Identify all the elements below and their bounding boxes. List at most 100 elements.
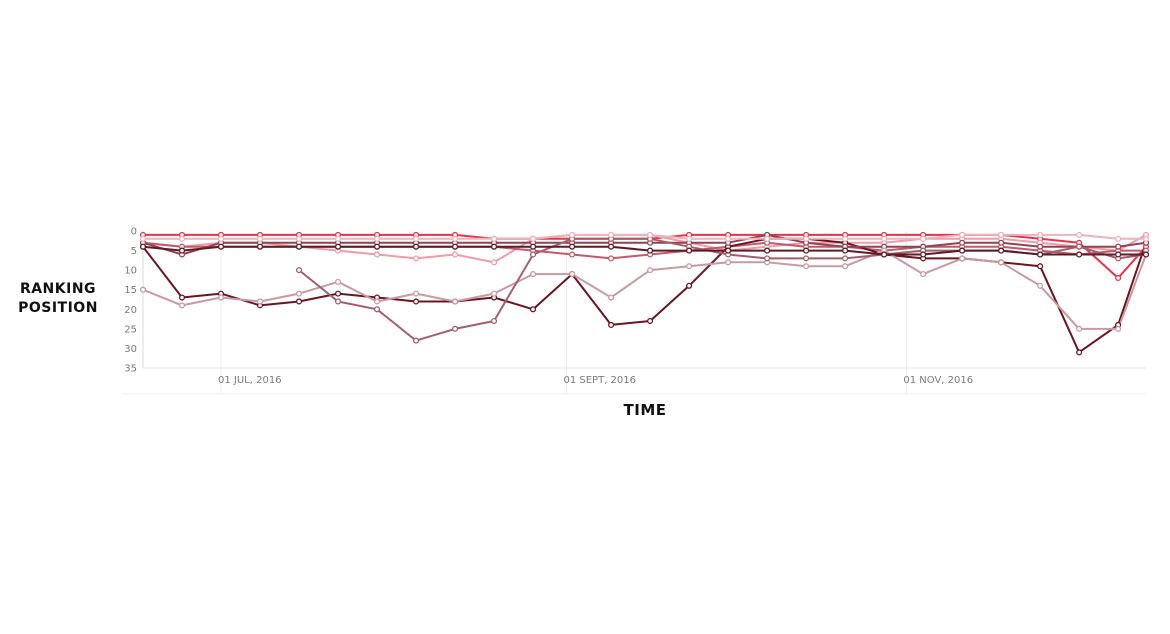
data-point bbox=[764, 235, 771, 242]
data-point bbox=[608, 243, 615, 250]
data-point bbox=[1115, 251, 1122, 258]
data-point bbox=[412, 255, 420, 262]
data-point bbox=[295, 235, 303, 242]
data-point bbox=[1037, 231, 1044, 238]
data-point bbox=[1142, 251, 1150, 258]
data-point bbox=[842, 247, 849, 254]
data-point bbox=[1076, 325, 1083, 332]
data-point bbox=[1037, 263, 1044, 270]
data-point bbox=[217, 243, 225, 250]
y-tick-label: 20 bbox=[124, 305, 137, 316]
x-axis-title: TIME bbox=[623, 401, 667, 419]
data-point bbox=[178, 247, 186, 254]
data-point bbox=[178, 294, 186, 301]
data-point bbox=[1076, 231, 1083, 238]
series-line bbox=[143, 233, 1147, 279]
data-point bbox=[412, 235, 420, 242]
data-point bbox=[608, 231, 615, 238]
data-point bbox=[334, 278, 342, 285]
data-point bbox=[1076, 251, 1083, 258]
data-point bbox=[647, 247, 654, 254]
data-point bbox=[842, 235, 849, 242]
data-point bbox=[842, 255, 849, 262]
data-point bbox=[998, 259, 1005, 266]
data-point bbox=[842, 263, 849, 270]
data-point bbox=[530, 243, 537, 250]
data-point bbox=[530, 251, 537, 258]
series-line bbox=[298, 237, 1147, 342]
data-point bbox=[803, 255, 810, 262]
data-point bbox=[998, 247, 1005, 254]
data-point bbox=[647, 317, 654, 325]
data-point bbox=[1037, 282, 1044, 289]
data-point bbox=[295, 243, 303, 250]
data-point bbox=[1115, 235, 1122, 242]
data-point bbox=[1115, 325, 1122, 332]
data-point bbox=[451, 251, 459, 258]
data-point bbox=[920, 251, 927, 258]
x-tick-label: 01 JUL, 2016 bbox=[218, 375, 282, 386]
data-point bbox=[1037, 243, 1044, 250]
data-point bbox=[256, 243, 264, 250]
data-point bbox=[1037, 251, 1044, 258]
data-point bbox=[373, 251, 381, 258]
data-point bbox=[490, 243, 498, 250]
data-point bbox=[256, 298, 264, 305]
data-point bbox=[334, 298, 342, 305]
data-point bbox=[686, 247, 693, 254]
data-point bbox=[451, 298, 459, 305]
y-tick-label: 15 bbox=[124, 285, 137, 296]
data-point bbox=[803, 247, 810, 254]
data-point bbox=[959, 231, 966, 238]
data-point bbox=[569, 231, 576, 238]
data-point bbox=[334, 235, 342, 242]
y-tick-label: 30 bbox=[124, 344, 137, 355]
y-tick-label: 35 bbox=[124, 364, 137, 375]
data-point bbox=[647, 267, 654, 274]
data-point bbox=[1076, 243, 1083, 250]
data-point bbox=[217, 235, 225, 242]
data-point bbox=[608, 294, 615, 301]
data-point bbox=[373, 243, 381, 250]
y-tick-label: 25 bbox=[124, 324, 137, 335]
data-point bbox=[764, 247, 771, 254]
data-point bbox=[490, 235, 498, 242]
data-point bbox=[725, 247, 732, 254]
data-point bbox=[764, 255, 771, 262]
data-point bbox=[490, 259, 498, 266]
data-point bbox=[139, 243, 147, 250]
data-point bbox=[530, 271, 537, 278]
y-tick-label: 10 bbox=[124, 266, 137, 277]
series-line bbox=[142, 249, 1147, 330]
data-point bbox=[490, 317, 498, 325]
data-point bbox=[178, 235, 186, 242]
data-point bbox=[1115, 243, 1122, 250]
data-point bbox=[451, 235, 459, 242]
data-point bbox=[295, 298, 303, 305]
data-point bbox=[451, 325, 459, 332]
data-point bbox=[334, 243, 342, 250]
data-point bbox=[959, 239, 966, 246]
data-point bbox=[295, 267, 303, 274]
data-point bbox=[803, 235, 810, 242]
data-point bbox=[373, 298, 381, 305]
data-point bbox=[686, 263, 693, 270]
data-point bbox=[412, 243, 420, 250]
data-point bbox=[959, 255, 966, 262]
data-point bbox=[256, 235, 264, 242]
data-point bbox=[803, 263, 810, 270]
data-point bbox=[178, 302, 186, 309]
data-point bbox=[725, 259, 732, 266]
data-point bbox=[881, 251, 888, 258]
data-point bbox=[412, 298, 420, 305]
data-point bbox=[569, 271, 576, 278]
y-axis-title: RANKING POSITION bbox=[18, 281, 98, 316]
data-point bbox=[608, 321, 615, 328]
x-tick-label: 01 SEPT, 2016 bbox=[563, 375, 636, 386]
data-point bbox=[686, 282, 693, 289]
data-point bbox=[412, 337, 420, 344]
y-tick-label: 5 bbox=[131, 246, 137, 257]
data-point bbox=[530, 306, 537, 313]
